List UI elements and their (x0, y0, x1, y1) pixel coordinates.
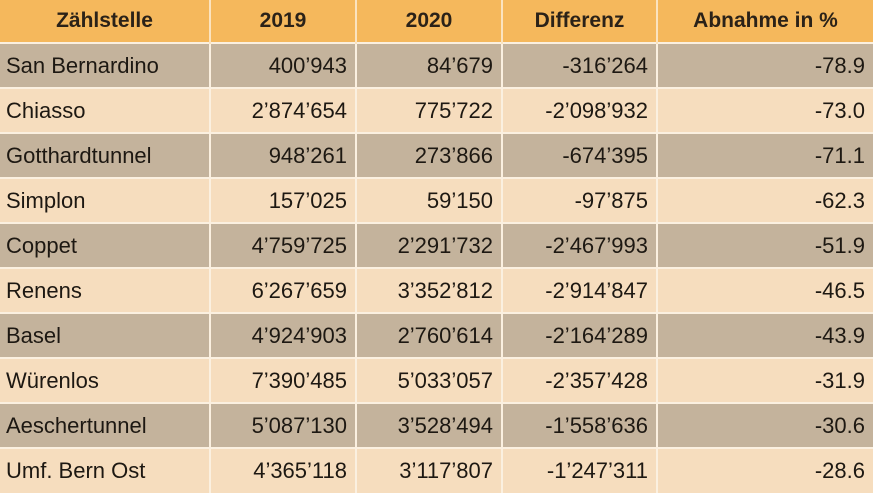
table-row: Renens 6’267’659 3’352’812 -2’914’847 -4… (0, 267, 873, 313)
cell-decrease-percent: -51.9 (657, 222, 873, 268)
cell-decrease-percent: -28.6 (657, 447, 873, 493)
cell-2020: 84’679 (356, 42, 503, 88)
cell-location: Würenlos (0, 357, 211, 403)
cell-decrease-percent: -62.3 (657, 177, 873, 223)
table-row: Aeschertunnel 5’087’130 3’528’494 -1’558… (0, 402, 873, 448)
cell-2019: 4’759’725 (210, 222, 357, 268)
cell-2019: 157’025 (210, 177, 357, 223)
cell-2019: 4’924’903 (210, 312, 357, 358)
cell-location: Basel (0, 312, 211, 358)
header-decrease-percent: Abnahme in % (693, 9, 838, 32)
cell-decrease-percent: -73.0 (657, 87, 873, 133)
cell-difference: -674’395 (502, 132, 658, 178)
cell-location: Chiasso (0, 87, 211, 133)
cell-decrease-percent: -78.9 (657, 42, 873, 88)
table-row: Chiasso 2’874’654 775’722 -2’098’932 -73… (0, 87, 873, 133)
cell-2019: 6’267’659 (210, 267, 357, 313)
cell-2020: 775’722 (356, 87, 503, 133)
cell-location: Renens (0, 267, 211, 313)
cell-2019: 7’390’485 (210, 357, 357, 403)
table-row: Basel 4’924’903 2’760’614 -2’164’289 -43… (0, 312, 873, 358)
cell-2020: 273’866 (356, 132, 503, 178)
table-row: Umf. Bern Ost 4’365’118 3’117’807 -1’247… (0, 447, 873, 493)
cell-difference: -2’357’428 (502, 357, 658, 403)
header-2019: 2019 (210, 0, 357, 43)
table-row: Coppet 4’759’725 2’291’732 -2’467’993 -5… (0, 222, 873, 268)
cell-location: Aeschertunnel (0, 402, 211, 448)
cell-difference: -2’914’847 (502, 267, 658, 313)
cell-2020: 2’291’732 (356, 222, 503, 268)
cell-2019: 4’365’118 (210, 447, 357, 493)
cell-decrease-percent: -43.9 (657, 312, 873, 358)
cell-difference: -316’264 (502, 42, 658, 88)
table-row: San Bernardino 400’943 84’679 -316’264 -… (0, 42, 873, 88)
cell-difference: -2’164’289 (502, 312, 658, 358)
header-row: Zählstelle 2019 2020 Differenz Abnahme i… (0, 0, 873, 43)
cell-2019: 948’261 (210, 132, 357, 178)
table-row: Simplon 157’025 59’150 -97’875 -62.3 (0, 177, 873, 223)
cell-location: Simplon (0, 177, 211, 223)
cell-2019: 400’943 (210, 42, 357, 88)
cell-2020: 3’528’494 (356, 402, 503, 448)
cell-decrease-percent: -46.5 (657, 267, 873, 313)
cell-location: Gotthardtunnel (0, 132, 211, 178)
cell-location: San Bernardino (0, 42, 211, 88)
cell-2020: 59’150 (356, 177, 503, 223)
cell-2020: 3’117’807 (356, 447, 503, 493)
cell-location: Coppet (0, 222, 211, 268)
cell-difference: -1’247’311 (502, 447, 658, 493)
header-2020: 2020 (356, 0, 503, 43)
cell-location: Umf. Bern Ost (0, 447, 211, 493)
cell-difference: -97’875 (502, 177, 658, 223)
cell-decrease-percent: -71.1 (657, 132, 873, 178)
cell-difference: -2’467’993 (502, 222, 658, 268)
cell-decrease-percent: -30.6 (657, 402, 873, 448)
table-body: San Bernardino 400’943 84’679 -316’264 -… (0, 42, 873, 493)
cell-2019: 5’087’130 (210, 402, 357, 448)
cell-2020: 3’352’812 (356, 267, 503, 313)
cell-difference: -1’558’636 (502, 402, 658, 448)
cell-difference: -2’098’932 (502, 87, 658, 133)
cell-2020: 2’760’614 (356, 312, 503, 358)
cell-decrease-percent: -31.9 (657, 357, 873, 403)
header-difference: Differenz (502, 0, 658, 43)
header-location: Zählstelle (0, 0, 211, 43)
table-header: Zählstelle 2019 2020 Differenz Abnahme i… (0, 0, 873, 43)
cell-2019: 2’874’654 (210, 87, 357, 133)
table-row: Würenlos 7’390’485 5’033’057 -2’357’428 … (0, 357, 873, 403)
cell-2020: 5’033’057 (356, 357, 503, 403)
table-row: Gotthardtunnel 948’261 273’866 -674’395 … (0, 132, 873, 178)
